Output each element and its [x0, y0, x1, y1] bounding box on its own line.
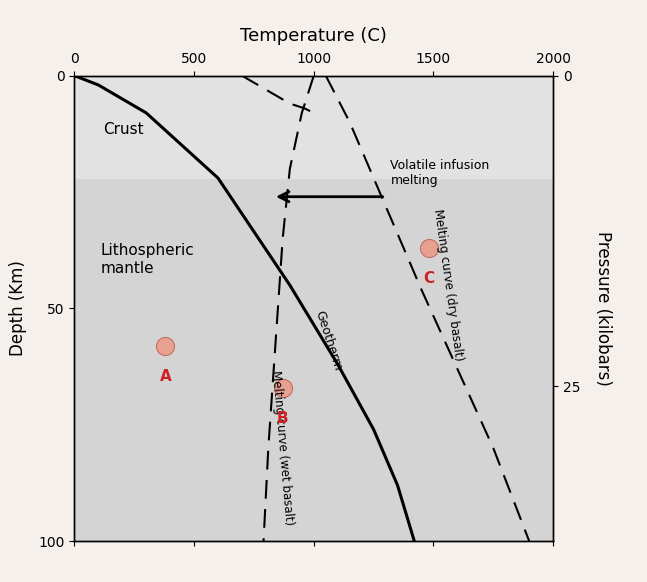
Text: Volatile infusion
melting: Volatile infusion melting: [390, 159, 490, 187]
Text: C: C: [423, 271, 434, 286]
Y-axis label: Depth (Km): Depth (Km): [9, 261, 27, 356]
Y-axis label: Pressure (kilobars): Pressure (kilobars): [595, 231, 612, 386]
Text: Lithospheric
mantle: Lithospheric mantle: [101, 243, 195, 276]
Text: Geotherm: Geotherm: [313, 309, 344, 373]
Text: Melting curve (wet basalt): Melting curve (wet basalt): [269, 370, 296, 526]
Text: Crust: Crust: [103, 122, 144, 137]
Text: Melting curve (dry basalt): Melting curve (dry basalt): [431, 208, 465, 362]
Text: A: A: [160, 369, 171, 384]
Text: B: B: [277, 411, 289, 426]
X-axis label: Temperature (C): Temperature (C): [240, 27, 388, 45]
